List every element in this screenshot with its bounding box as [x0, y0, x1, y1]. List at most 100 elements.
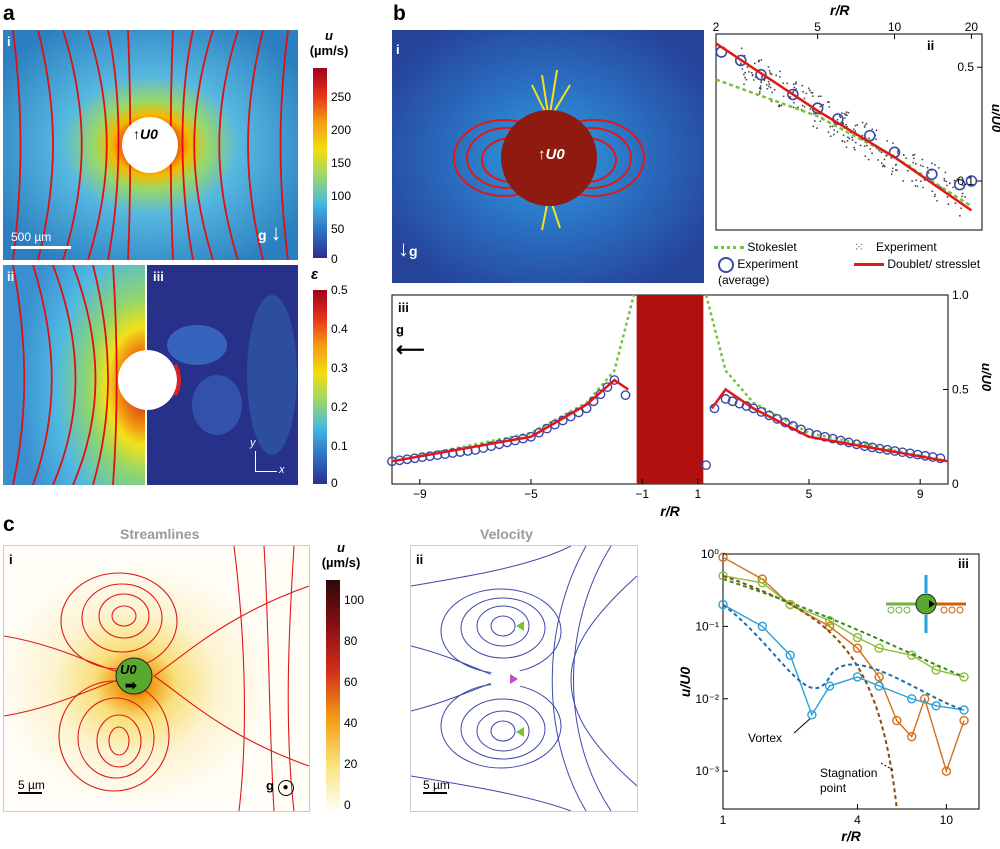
panel-a-axes-icon-h: [255, 471, 277, 472]
bii-avg-point: [787, 88, 799, 101]
bii-experiment-dot: [779, 76, 781, 78]
biii-xtick-label: −1: [635, 487, 649, 501]
bii-experiment-dot: [744, 76, 746, 79]
bii-experiment-dot: [895, 169, 898, 172]
bii-experiment-dot: [751, 74, 754, 77]
biii-line-stokeslet: [704, 294, 949, 463]
ciii-point-green: [931, 665, 941, 675]
bii-experiment-dot: [895, 163, 898, 166]
bii-experiment-dot: [812, 125, 815, 128]
bii-experiment-dot: [812, 112, 815, 115]
bii-experiment-dot: [836, 131, 839, 133]
bii-experiment-dot: [838, 115, 841, 117]
ciii-point-green: [785, 599, 795, 610]
bii-experiment-dot: [881, 165, 884, 168]
bii-experiment-dot: [875, 129, 878, 132]
bii-experiment-dot: [933, 163, 936, 166]
bii-experiment-dot: [747, 70, 750, 73]
bii-experiment-dot: [947, 203, 950, 206]
gravity-left-arrow-icon: ⟵: [396, 339, 425, 361]
panel-b-i-sublabel: i: [396, 42, 400, 57]
ciii-point-blue: [874, 681, 884, 691]
panel-a-i-image: i ↑U0 500 µm g ↓: [3, 30, 298, 260]
bii-experiment-dot: [934, 193, 937, 196]
bii-experiment-dot: [841, 140, 844, 142]
bii-experiment-dot: [793, 86, 796, 89]
bii-experiment-dot: [771, 91, 774, 94]
ciii-point-blue: [907, 694, 917, 704]
biii-avg-point: [595, 389, 606, 400]
ciii-stagnation-arrow: [880, 762, 896, 772]
ciii-point-blue: [824, 681, 835, 691]
panel-c-colorbar-title: u (µm/s): [321, 540, 361, 570]
ciii-point-green: [907, 650, 917, 660]
panel-c-ii-scale-bar: 5 µm: [423, 778, 450, 794]
ciii-point-orange: [824, 621, 835, 632]
ciii-xtick-label: 1: [720, 813, 727, 827]
ciii-theory-stagnation: [722, 574, 898, 810]
bii-experiment-dot: [933, 195, 936, 198]
biii-xtick-label: −9: [413, 487, 427, 501]
biii-avg-point: [609, 375, 620, 385]
bii-experiment-dot: [946, 196, 949, 198]
ciii-ytick-label: 10⁰: [701, 547, 719, 561]
ciii-vortex-arrow: [793, 718, 811, 734]
ciii-point-green: [959, 672, 969, 682]
biii-xtick-label: 5: [806, 487, 813, 501]
panel-c-i-image: i U0 ➡ 5 µm g ●: [3, 545, 310, 812]
bii-experiment-dot: [961, 192, 964, 195]
panel-a-colorbar-u: [313, 68, 327, 258]
bii-experiment-dot: [953, 179, 956, 182]
bii-experiment-dot: [920, 180, 922, 183]
bii-experiment-dot: [805, 92, 808, 95]
bii-experiment-dot: [758, 90, 761, 93]
bii-experiment-dot: [768, 69, 771, 72]
biii-line-stokeslet: [391, 294, 636, 463]
panel-b-top-axis-label: r/R: [830, 2, 850, 18]
ciii-point-orange: [959, 715, 969, 726]
biii-line-doublet: [391, 378, 630, 463]
panel-a-colorbar-u-title: u (µm/s): [309, 28, 349, 58]
panel-c-colorbar: [326, 580, 340, 810]
biii-ytick-label: 0.5: [952, 383, 969, 397]
biii-particle-region: [636, 295, 704, 484]
bii-experiment-dot: [768, 85, 770, 88]
bii-experiment-dot: [911, 180, 914, 182]
bii-experiment-dot: [880, 162, 883, 165]
bii-experiment-dot: [913, 153, 916, 156]
bii-experiment-dot: [944, 171, 947, 174]
bii-experiment-dot: [760, 76, 763, 79]
bii-experiment-dot: [919, 164, 922, 167]
panel-a-iii-sublabel: iii: [153, 269, 164, 284]
bii-experiment-dot: [958, 214, 961, 217]
bii-experiment-dot: [816, 127, 818, 130]
ciii-point-green: [824, 615, 835, 626]
bii-experiment-dot: [789, 95, 792, 98]
ciii-point-blue: [807, 710, 817, 720]
ciii-point-green: [874, 643, 884, 653]
bii-experiment-dot: [832, 133, 835, 136]
bii-xtick-label: 20: [965, 20, 979, 34]
bii-line-stokeslet: [715, 78, 973, 208]
bii-experiment-dot: [801, 104, 804, 107]
bii-experiment-dot: [902, 154, 905, 156]
bii-line-doublet-stresslet: [715, 42, 973, 212]
bii-avg-point: [965, 175, 978, 187]
bii-experiment-dot: [811, 91, 814, 94]
biii-avg-point: [447, 448, 458, 458]
bii-experiment-dot: [826, 101, 829, 104]
ciii-point-orange: [941, 766, 952, 776]
bii-avg-point: [755, 68, 767, 81]
bii-experiment-dot: [810, 91, 813, 94]
bii-experiment-dot: [780, 104, 783, 107]
bii-experiment-dot: [914, 162, 917, 165]
ciii-point-orange: [907, 731, 917, 742]
ciii-point-blue: [757, 621, 768, 632]
bii-experiment-dot: [961, 184, 964, 186]
bii-experiment-dot: [912, 161, 915, 164]
bii-experiment-dot: [757, 60, 760, 63]
bii-experiment-dot: [866, 144, 868, 147]
bii-experiment-dot: [827, 131, 830, 134]
bii-experiment-dot: [842, 134, 845, 137]
bii-experiment-dot: [782, 82, 785, 85]
